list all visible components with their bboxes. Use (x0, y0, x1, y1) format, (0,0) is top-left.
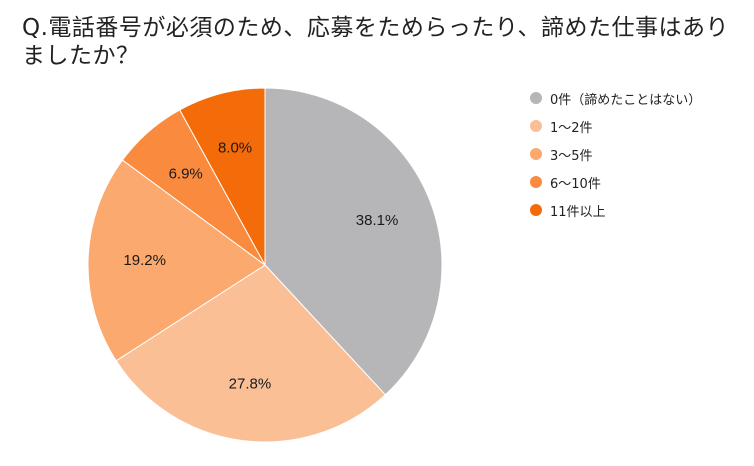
slice-value-label: 8.0% (218, 139, 252, 156)
chart-title: Q.電話番号が必須のため、応募をためらったり、諦めた仕事はありましたか？ (22, 15, 729, 69)
pie-slice (179, 87, 266, 266)
legend-swatch (530, 120, 542, 132)
slice-value-label: 6.9% (169, 165, 203, 182)
legend-item: 3〜5件 (530, 140, 701, 168)
pie-slice (115, 264, 387, 443)
legend-label: 0件（諦めたことはない） (550, 92, 702, 108)
pie-slice (87, 159, 266, 362)
slice-value-label: 38.1% (356, 212, 399, 229)
legend-swatch (530, 92, 542, 104)
legend-item: 6〜10件 (530, 168, 701, 196)
legend-label: 3〜5件 (550, 148, 593, 164)
legend-swatch (530, 204, 542, 216)
chart-legend: 0件（諦めたことはない） 1〜2件 3〜5件 6〜10件 11件以上 (530, 84, 701, 224)
pie-slice (264, 87, 443, 396)
legend-item: 0件（諦めたことはない） (530, 84, 701, 112)
legend-label: 11件以上 (550, 204, 606, 220)
legend-item: 1〜2件 (530, 112, 701, 140)
legend-item: 11件以上 (530, 196, 701, 224)
legend-label: 1〜2件 (550, 120, 593, 136)
slice-value-label: 19.2% (123, 252, 166, 269)
pie-value-labels: 38.1% 27.8% 19.2% 6.9% 8.0% (123, 139, 398, 392)
legend-label: 6〜10件 (550, 176, 601, 192)
pie-slices (87, 87, 443, 443)
legend-swatch (530, 148, 542, 160)
slice-value-label: 27.8% (229, 375, 272, 392)
legend-swatch (530, 176, 542, 188)
